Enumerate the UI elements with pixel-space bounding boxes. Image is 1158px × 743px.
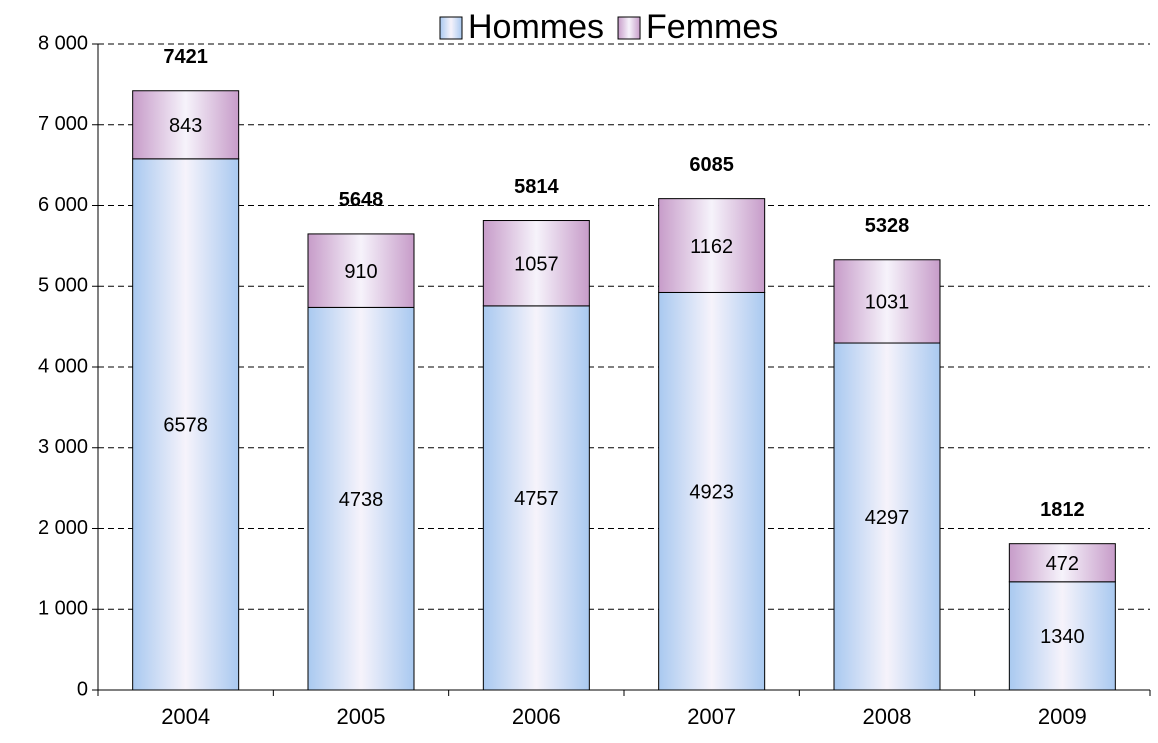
legend-label: Hommes	[468, 8, 604, 46]
bar-segment	[658, 291, 766, 691]
x-tick-label: 2007	[687, 704, 736, 729]
bar-segment	[658, 198, 766, 293]
y-tick-label: 1 000	[38, 598, 88, 620]
y-tick-label: 4 000	[38, 355, 88, 377]
total-label: 1812	[1040, 499, 1085, 521]
legend-swatch	[617, 16, 641, 40]
x-tick-label: 2005	[337, 704, 386, 729]
total-label: 5648	[339, 189, 384, 211]
bar-segment	[1008, 543, 1116, 583]
x-tick-label: 2004	[161, 704, 210, 729]
bar-segment	[307, 306, 415, 691]
bar-segment	[482, 220, 590, 307]
bar-segment	[833, 342, 941, 691]
y-tick-label: 3 000	[38, 436, 88, 458]
bar-segment	[307, 233, 415, 308]
total-label: 6085	[689, 154, 734, 176]
value-label: 1162	[690, 236, 733, 258]
value-label: 1031	[865, 292, 910, 314]
y-tick-label: 0	[77, 678, 88, 700]
x-tick-label: 2008	[863, 704, 912, 729]
y-tick-label: 2 000	[38, 517, 88, 539]
y-tick-label: 7 000	[38, 113, 88, 135]
legend-label: Femmes	[646, 8, 778, 46]
value-label: 6578	[163, 415, 208, 437]
value-label: 472	[1046, 553, 1079, 575]
legend: Hommes Femmes	[439, 8, 778, 46]
x-tick-label: 2009	[1038, 704, 1087, 729]
bar-segment	[482, 305, 590, 691]
value-label: 1340	[1040, 626, 1085, 648]
value-label: 4923	[689, 482, 734, 504]
bar-segment	[132, 158, 240, 691]
y-tick-label: 5 000	[38, 275, 88, 297]
bar-segment	[833, 259, 941, 344]
total-label: 5328	[865, 215, 910, 237]
bar-segment	[132, 90, 240, 160]
total-label: 5814	[514, 176, 559, 198]
y-tick-label: 8 000	[38, 32, 88, 54]
value-label: 1057	[514, 253, 559, 275]
x-tick-label: 2006	[512, 704, 561, 729]
value-label: 843	[169, 115, 202, 137]
value-label: 910	[344, 261, 377, 283]
total-label: 7421	[163, 46, 208, 68]
value-label: 4757	[514, 488, 559, 510]
y-tick-label: 6 000	[38, 194, 88, 216]
value-label: 4297	[865, 507, 910, 529]
legend-swatch	[439, 16, 463, 40]
bar-segment	[1008, 581, 1116, 691]
value-label: 4738	[339, 489, 384, 511]
